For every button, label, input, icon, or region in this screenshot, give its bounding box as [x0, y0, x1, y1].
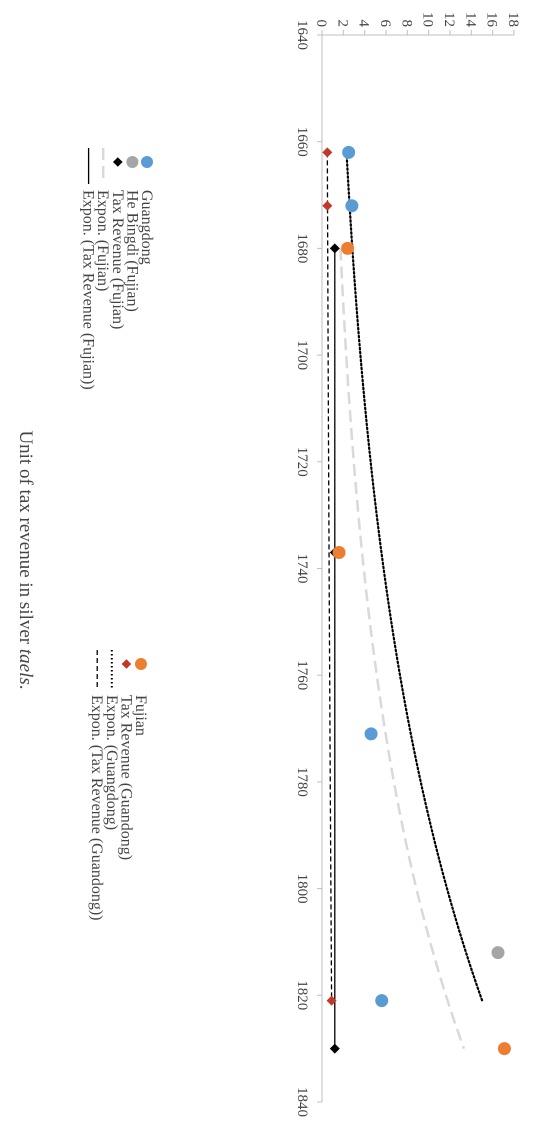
data-point — [322, 200, 333, 211]
x-tick-label: 1720 — [294, 447, 310, 477]
legend-swatch — [126, 156, 139, 168]
data-point — [329, 1043, 340, 1054]
caption-italic: taels — [15, 649, 36, 685]
y-tick-label: 8 — [398, 20, 414, 28]
axes-layer: 1640166016801700172017401760178018001820… — [294, 12, 521, 1117]
y-tick-label: 18 — [505, 12, 521, 27]
x-tick-label: 1780 — [294, 767, 310, 797]
x-tick-label: 1740 — [294, 554, 310, 584]
legend-label: Expon. (Fujian) — [94, 190, 111, 291]
data-point — [375, 994, 389, 1008]
rotated-chart-group: 1640166016801700172017401760178018001820… — [15, 12, 521, 1117]
trendline — [345, 151, 484, 1002]
legend-label: Expon. (Tax Revenue (Fujian)) — [80, 190, 97, 390]
x-tick-label: 1660 — [294, 127, 310, 157]
caption-main: Unit of tax revenue in silver — [15, 430, 36, 648]
y-tick-label: 0 — [313, 20, 329, 28]
legend-label: He Bingdi (Fujian) — [123, 190, 140, 312]
data-marks-layer — [322, 145, 511, 1056]
x-tick-label: 1760 — [294, 660, 310, 690]
legend-label: Expon. (Tax Revenue (Guandong)) — [88, 695, 105, 920]
data-point — [329, 243, 340, 254]
x-tick-label: 1700 — [294, 340, 310, 370]
y-tick-label: 14 — [462, 12, 478, 28]
y-tick-label: 16 — [484, 12, 500, 28]
chart-caption: Unit of tax revenue in silver taels. — [15, 430, 36, 689]
data-point — [326, 995, 337, 1006]
data-point — [491, 946, 505, 960]
data-point — [332, 545, 346, 559]
legend-swatch — [121, 659, 132, 669]
legend-swatch — [135, 658, 147, 670]
y-tick-label: 2 — [334, 20, 350, 28]
legend-label: Guangdong — [138, 190, 155, 265]
y-tick-label: 6 — [377, 20, 393, 28]
data-point — [345, 199, 359, 213]
x-tick-label: 1800 — [294, 874, 310, 904]
data-point — [342, 145, 356, 159]
x-tick-label: 1680 — [294, 233, 310, 263]
x-tick-label: 1840 — [294, 1087, 310, 1117]
trendlines-layer — [326, 151, 484, 1050]
trendline — [339, 248, 466, 1050]
data-point — [322, 147, 333, 158]
x-tick-label: 1640 — [294, 20, 310, 50]
caption-end: . — [15, 685, 36, 690]
y-tick-label: 4 — [356, 20, 372, 28]
legend-label: Tax Revenue (Fujian) — [109, 190, 126, 329]
trendline — [326, 152, 333, 1001]
data-point — [341, 241, 355, 255]
y-tick-label: 12 — [441, 12, 457, 27]
legend-swatch — [141, 156, 153, 168]
legend-label: Expon. (Guangdong) — [103, 695, 120, 830]
legend-label: Fujian — [132, 695, 149, 736]
legend-label: Tax Revenue (Guandong) — [117, 695, 134, 860]
legend-swatch — [113, 157, 123, 167]
data-point — [497, 1042, 511, 1056]
x-tick-label: 1820 — [294, 980, 310, 1010]
data-point — [364, 727, 378, 741]
y-tick-label: 10 — [420, 12, 436, 27]
